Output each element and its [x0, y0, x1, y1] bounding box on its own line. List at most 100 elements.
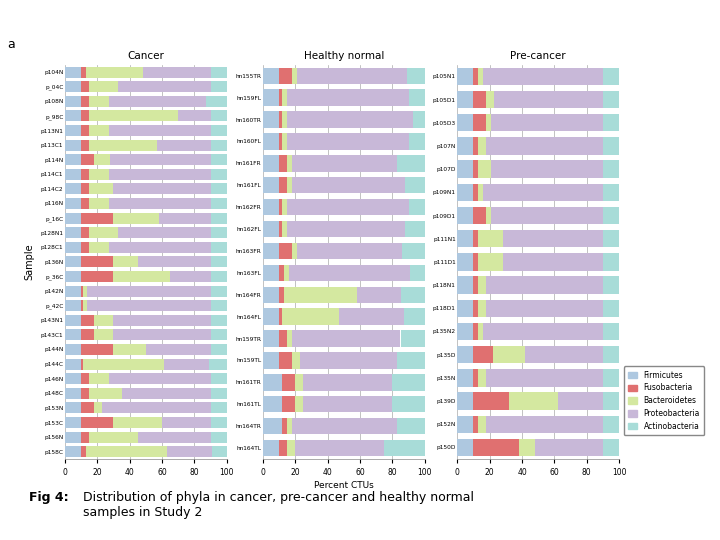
Bar [478, 68, 483, 85]
Bar [65, 66, 81, 78]
Bar [109, 125, 210, 136]
Bar [402, 243, 425, 259]
Bar [211, 198, 227, 209]
Bar [89, 198, 109, 209]
Bar [457, 184, 474, 201]
Bar [83, 300, 88, 311]
Bar [303, 374, 392, 390]
Bar [65, 242, 81, 253]
Bar [397, 352, 425, 369]
Bar [474, 184, 478, 201]
Bar [279, 133, 282, 150]
Bar [263, 155, 279, 172]
Bar [211, 66, 227, 78]
Bar [81, 417, 114, 428]
Bar [89, 184, 114, 194]
Bar [487, 415, 603, 433]
Bar [603, 68, 619, 85]
Bar [157, 140, 210, 151]
Bar [474, 114, 487, 131]
Bar [603, 230, 619, 247]
Bar [279, 90, 282, 106]
Bar [284, 265, 289, 281]
Bar [410, 265, 425, 281]
Bar [474, 393, 509, 410]
Bar [292, 418, 397, 434]
Bar [487, 300, 603, 317]
Bar [211, 271, 227, 282]
Bar [487, 369, 603, 387]
Bar [81, 154, 94, 165]
Bar [603, 114, 619, 131]
Bar [86, 446, 167, 457]
Bar [603, 415, 619, 433]
Bar [158, 213, 210, 224]
Bar [478, 253, 503, 271]
Bar [65, 96, 81, 107]
Bar [357, 287, 400, 303]
Bar [263, 418, 282, 434]
Bar [162, 417, 210, 428]
Bar [88, 300, 210, 311]
Bar [300, 352, 397, 369]
Bar [209, 359, 227, 369]
Bar [81, 344, 114, 355]
Bar [474, 160, 478, 178]
Bar [404, 308, 425, 325]
Bar [65, 154, 81, 165]
Bar [487, 276, 603, 294]
Bar [163, 359, 209, 369]
Bar [603, 184, 619, 201]
Bar [491, 207, 603, 224]
Bar [457, 68, 474, 85]
Bar [211, 169, 227, 180]
Bar [487, 91, 495, 109]
Bar [65, 300, 81, 311]
Bar [279, 155, 287, 172]
Bar [81, 227, 89, 238]
Bar [287, 330, 292, 347]
Bar [89, 125, 109, 136]
Bar [81, 402, 94, 414]
Bar [405, 221, 425, 237]
Bar [483, 184, 603, 201]
Bar [287, 177, 292, 193]
Bar [557, 393, 603, 410]
Bar [287, 199, 409, 215]
Bar [83, 359, 163, 369]
Bar [81, 198, 89, 209]
Bar [89, 388, 122, 399]
Bar [211, 140, 227, 151]
Bar [81, 300, 83, 311]
Bar [474, 438, 518, 456]
Bar [143, 66, 211, 78]
X-axis label: Percent CTUs: Percent CTUs [314, 481, 374, 490]
Bar [279, 111, 282, 128]
Bar [413, 111, 425, 128]
Bar [279, 177, 287, 193]
Bar [297, 68, 407, 84]
Bar [81, 184, 89, 194]
Bar [81, 446, 86, 457]
Bar [263, 111, 279, 128]
Bar [491, 114, 603, 131]
Bar [109, 169, 210, 180]
Bar [474, 276, 478, 294]
Bar [483, 68, 603, 85]
Bar [81, 431, 89, 443]
Bar [114, 329, 211, 340]
Bar [81, 359, 83, 369]
Bar [457, 438, 474, 456]
Bar [65, 431, 81, 443]
Bar [282, 418, 287, 434]
Bar [474, 253, 478, 271]
Bar [86, 66, 143, 78]
Bar [483, 323, 603, 340]
Bar [81, 373, 89, 384]
Bar [287, 90, 409, 106]
Bar [457, 323, 474, 340]
Bar [65, 417, 81, 428]
Bar [65, 81, 81, 92]
Bar [263, 68, 279, 84]
Bar [603, 91, 619, 109]
